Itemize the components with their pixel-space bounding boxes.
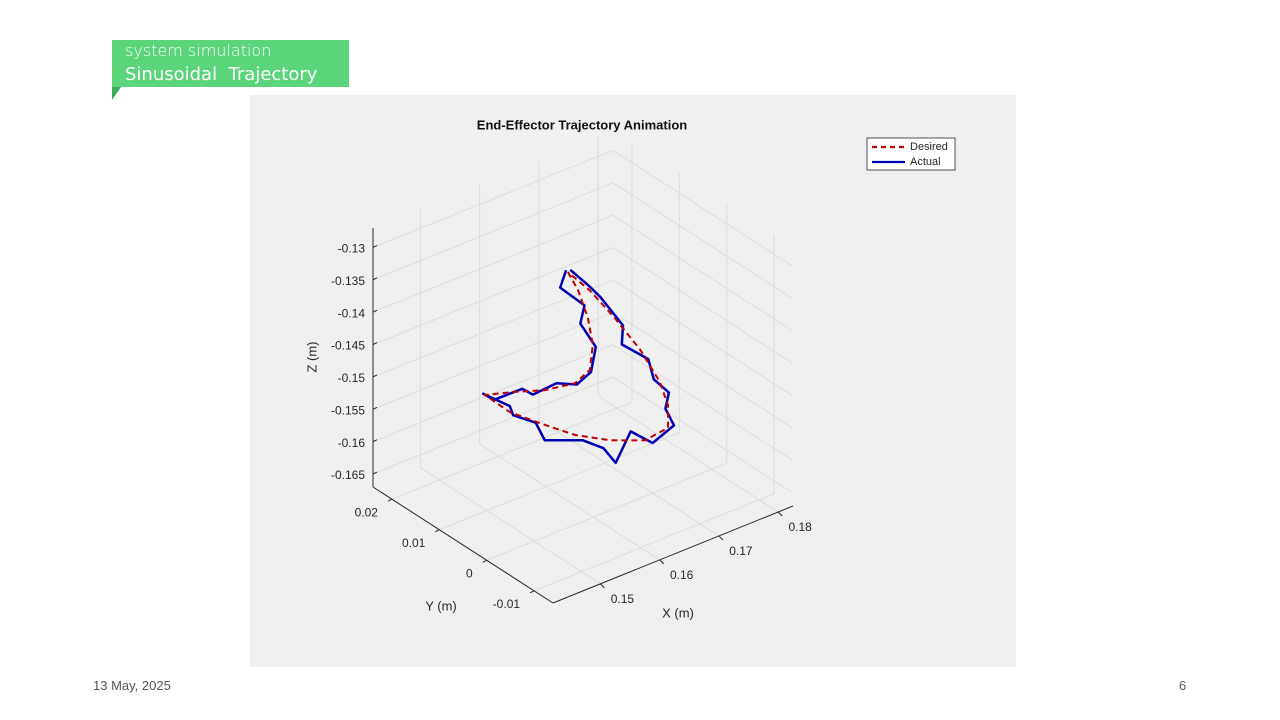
tick-mark bbox=[435, 529, 440, 533]
axis-line bbox=[552, 505, 794, 604]
y-tick-label: 0.02 bbox=[355, 505, 379, 519]
header-box: system simulation Sinusoidal Trajectory bbox=[112, 40, 349, 87]
tick-mark bbox=[777, 511, 783, 517]
z-tick-label: -0.165 bbox=[331, 468, 365, 482]
footer-page: 6 bbox=[1179, 678, 1187, 693]
z-axis-label: Z (m) bbox=[304, 341, 319, 372]
footer-date: 13 May, 2025 bbox=[93, 678, 171, 693]
y-tick-label: -0.01 bbox=[493, 597, 521, 611]
x-axis-label: X (m) bbox=[662, 605, 694, 620]
grid-line bbox=[612, 344, 794, 462]
grid-line bbox=[372, 311, 614, 410]
tick-mark bbox=[372, 439, 378, 443]
tick-mark bbox=[529, 590, 535, 594]
grid-line bbox=[372, 376, 614, 475]
tick-mark bbox=[372, 406, 378, 410]
tick-mark bbox=[659, 559, 665, 565]
figure-background bbox=[250, 95, 1016, 667]
tick-mark bbox=[718, 535, 724, 541]
grid-line bbox=[597, 395, 779, 513]
x-tick-label: 0.17 bbox=[729, 544, 753, 558]
y-axis-label: Y (m) bbox=[425, 598, 457, 613]
z-tick-label: -0.155 bbox=[331, 403, 365, 417]
z-tick-label: -0.13 bbox=[338, 242, 366, 256]
trajectory-line bbox=[481, 268, 676, 465]
grid-line bbox=[612, 247, 794, 364]
legend-label: Desired bbox=[910, 141, 948, 153]
z-tick-label: -0.135 bbox=[331, 274, 365, 288]
grid-line bbox=[391, 401, 633, 500]
tick-mark bbox=[387, 498, 393, 502]
tick-mark bbox=[600, 583, 605, 589]
header-tail bbox=[112, 87, 121, 100]
grid-line bbox=[372, 182, 614, 281]
grid-line bbox=[372, 149, 614, 248]
tick-mark bbox=[372, 471, 378, 475]
legend-box bbox=[866, 137, 956, 171]
legend-label: Actual bbox=[910, 156, 941, 168]
grid-line bbox=[533, 493, 775, 592]
z-tick-label: -0.16 bbox=[338, 436, 366, 450]
tick-mark bbox=[482, 559, 487, 563]
y-tick-label: 0.01 bbox=[402, 536, 426, 550]
grid-line bbox=[612, 279, 794, 397]
tick-mark bbox=[372, 309, 378, 313]
z-tick-label: -0.14 bbox=[338, 306, 366, 320]
chart-title: End-Effector Trajectory Animation bbox=[477, 117, 687, 132]
grid-line bbox=[612, 150, 794, 267]
grid-line bbox=[372, 247, 614, 346]
grid-line bbox=[479, 443, 660, 561]
x-tick-label: 0.16 bbox=[670, 568, 694, 582]
z-tick-label: -0.145 bbox=[331, 339, 365, 353]
tick-mark bbox=[372, 244, 378, 248]
header-subtitle: system simulation bbox=[125, 41, 272, 60]
trajectory-line bbox=[483, 271, 669, 442]
x-tick-label: 0.15 bbox=[611, 592, 635, 606]
grid-line bbox=[612, 376, 794, 494]
grid-line bbox=[420, 467, 601, 585]
grid-line bbox=[612, 311, 794, 429]
y-tick-label: 0 bbox=[466, 566, 473, 580]
tick-mark bbox=[372, 342, 378, 345]
z-tick-label: -0.15 bbox=[338, 371, 366, 385]
grid-line bbox=[486, 462, 727, 561]
tick-mark bbox=[372, 277, 378, 281]
grid-line bbox=[612, 182, 794, 300]
x-tick-label: 0.18 bbox=[789, 520, 813, 534]
tick-mark bbox=[372, 374, 378, 378]
header-title: Sinusoidal Trajectory bbox=[125, 64, 318, 85]
grid-line bbox=[612, 214, 794, 332]
axis-line bbox=[372, 486, 554, 604]
grid-line bbox=[372, 214, 614, 313]
grid-line bbox=[439, 432, 680, 531]
